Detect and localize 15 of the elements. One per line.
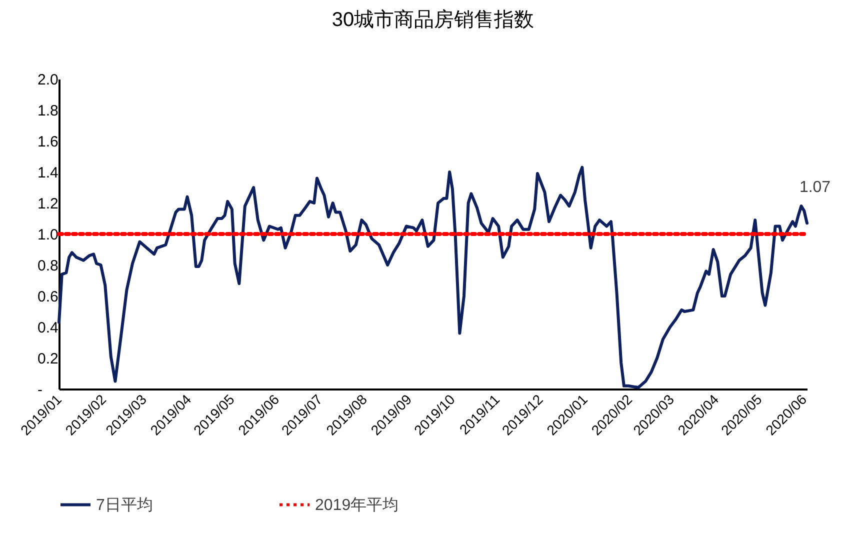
legend-label: 2019年平均: [315, 496, 399, 514]
chart-title: 30城市商品房销售指数: [332, 9, 534, 31]
y-tick-label: 1.8: [38, 102, 58, 120]
y-tick-label: 1.4: [38, 164, 58, 182]
y-tick-label: 2.0: [38, 72, 58, 88]
y-tick-label: -: [38, 382, 42, 398]
annotation: 1.07: [799, 179, 831, 196]
y-tick-label: 0.6: [38, 288, 58, 306]
legend-label: 7日平均: [96, 496, 153, 514]
y-tick-label: 0.2: [38, 350, 58, 368]
y-tick-label: 0.4: [38, 320, 58, 336]
y-tick-label: 1.2: [38, 196, 58, 212]
y-tick-label: 1.6: [38, 134, 58, 150]
y-tick-label: 0.8: [38, 258, 58, 274]
y-tick-label: 1.0: [38, 226, 58, 244]
